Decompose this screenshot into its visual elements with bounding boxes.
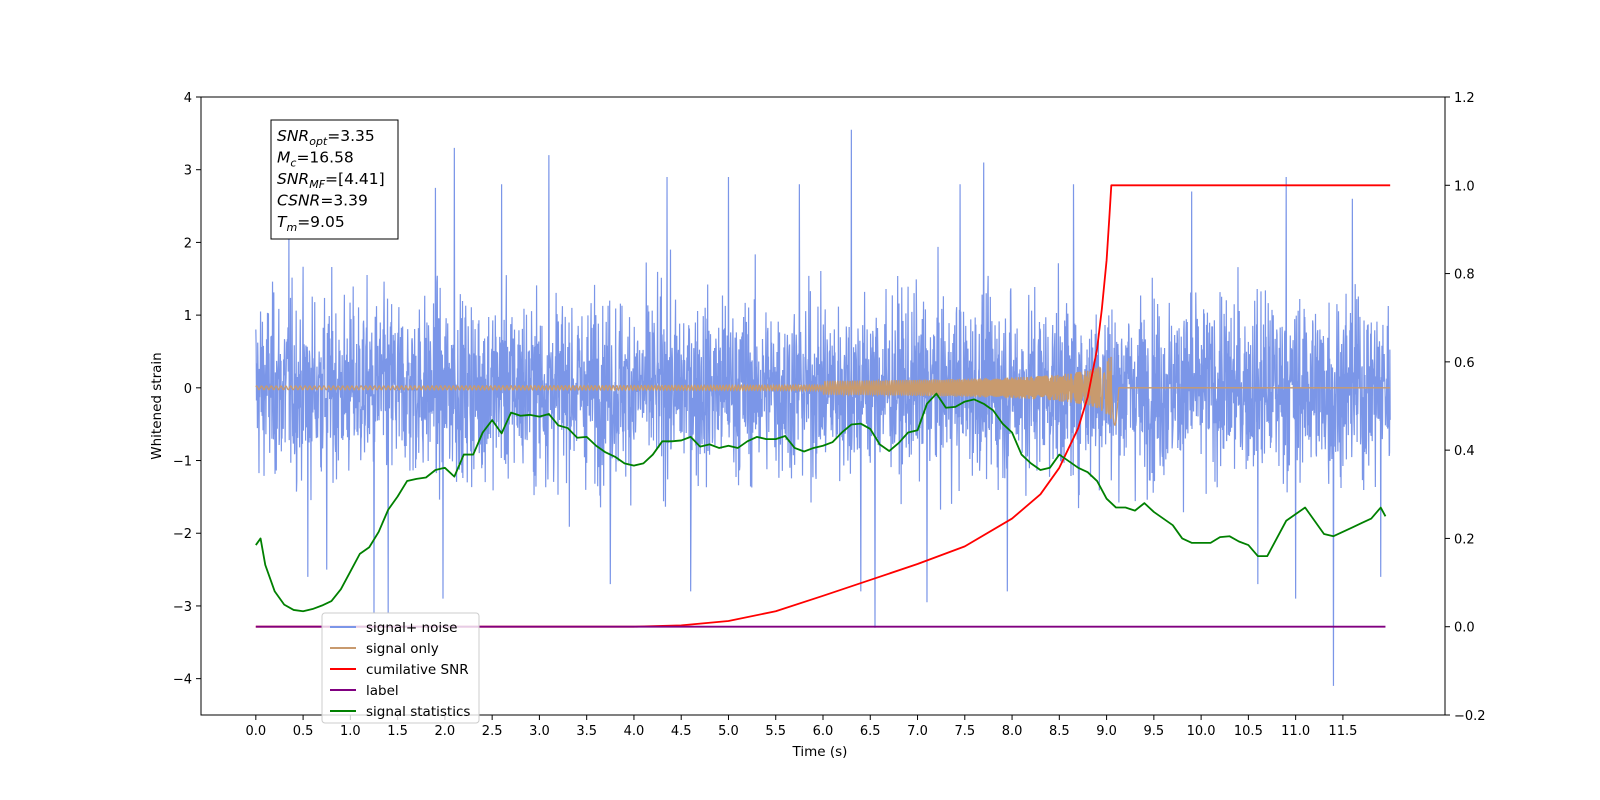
y2-tick-label: 0.4 [1454, 444, 1475, 459]
x-tick-label: 2.5 [482, 724, 503, 739]
x-tick-label: 0.5 [293, 724, 314, 739]
x-tick-label: 6.5 [860, 724, 881, 739]
series-signal-statistics [255, 392, 1387, 613]
x-tick-label: 8.0 [1002, 724, 1023, 739]
x-tick-label: 5.5 [765, 724, 786, 739]
legend-label: signal+ noise [366, 620, 457, 636]
y-axis-left-ticks: 4 3 2 1 0 −1 −2 −3 −4 [173, 91, 201, 688]
series-cumulative-snr [255, 184, 1391, 628]
y-tick-label: −4 [173, 673, 192, 688]
info-line: CSNR=3.39 [277, 192, 368, 210]
info-line: Mc=16.58 [277, 149, 354, 170]
x-tick-label: 9.0 [1096, 724, 1117, 739]
y-tick-label: 1 [184, 309, 192, 324]
x-axis-ticks: 0.0 0.5 1.0 1.5 2.0 2.5 3.0 3.5 4.0 4.5 5.0 5.5 6.0 6… [245, 715, 1357, 739]
y-axis-right-ticks: 1.2 1.0 0.8 0.6 0.4 0.2 0.0 −0.2 [1445, 91, 1486, 724]
legend-label: signal statistics [366, 704, 470, 720]
legend-frame [321, 612, 480, 724]
x-tick-label: 2.0 [435, 724, 456, 739]
x-tick-label: 10.5 [1234, 724, 1263, 739]
series-signal-only [255, 356, 1391, 427]
y-tick-label: 0 [184, 382, 192, 397]
x-tick-label: 3.5 [576, 724, 597, 739]
x-tick-label: 7.5 [954, 724, 975, 739]
legend: signal+ noise signal only cumilative SNR la… [321, 612, 480, 724]
x-tick-label: 11.5 [1328, 724, 1357, 739]
y-tick-label: −3 [173, 600, 192, 615]
series-signal-noise [255, 129, 1391, 686]
info-line: SNRopt=3.35 [277, 127, 375, 148]
cumilative-snr-line [255, 184, 1391, 628]
y-tick-label: −2 [173, 527, 192, 542]
y-tick-label: 2 [184, 236, 192, 251]
x-tick-label: 3.0 [529, 724, 550, 739]
x-tick-label: 0.0 [245, 724, 266, 739]
legend-label: label [366, 683, 399, 699]
x-tick-label: 7.0 [907, 724, 928, 739]
x-tick-label: 1.5 [387, 724, 408, 739]
y-axis-label: Whitened strain [149, 352, 165, 459]
x-tick-label: 5.0 [718, 724, 739, 739]
info-box: SNRopt=3.35Mc=16.58SNRMF=[4.41]CSNR=3.39… [270, 119, 399, 240]
x-tick-label: 6.0 [813, 724, 834, 739]
y2-tick-label: 0.2 [1454, 532, 1475, 547]
y2-tick-label: 1.0 [1454, 179, 1475, 194]
y2-tick-label: 0.8 [1454, 268, 1475, 283]
x-tick-label: 11.0 [1281, 724, 1310, 739]
y2-tick-label: 0.0 [1454, 621, 1475, 636]
y-tick-label: 4 [184, 91, 192, 106]
x-tick-label: 1.0 [340, 724, 361, 739]
y2-tick-label: 1.2 [1454, 91, 1475, 106]
legend-label: signal only [366, 641, 439, 657]
x-tick-label: 4.5 [671, 724, 692, 739]
x-tick-label: 9.5 [1144, 724, 1165, 739]
noise-line [255, 129, 1391, 686]
x-tick-label: 4.0 [624, 724, 645, 739]
signal-only-line [255, 356, 1391, 427]
y2-tick-label: −0.2 [1454, 709, 1486, 724]
x-tick-label: 8.5 [1049, 724, 1070, 739]
y2-tick-label: 0.6 [1454, 356, 1475, 371]
info-line: Tm=9.05 [277, 213, 345, 234]
info-line: SNRMF=[4.41] [277, 170, 385, 191]
y-tick-label: −1 [173, 455, 192, 470]
x-axis-label: Time (s) [792, 744, 848, 760]
y-tick-label: 3 [184, 164, 192, 179]
signal-statistics-line [255, 392, 1387, 613]
legend-label: cumilative SNR [366, 662, 469, 678]
info-box-frame [270, 119, 399, 240]
x-tick-label: 10.0 [1187, 724, 1216, 739]
